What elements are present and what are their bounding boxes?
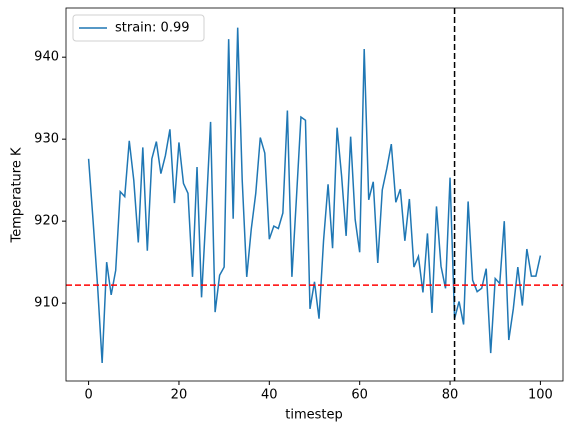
data-line: [87, 27, 542, 364]
plot-frame: [65, 7, 564, 382]
x-tick-label: 100: [528, 388, 553, 403]
y-tick-label: 930: [34, 132, 59, 147]
x-tick-label: 60: [351, 388, 368, 403]
y-tick-label: 940: [34, 50, 59, 65]
legend-box: [72, 14, 205, 42]
y-tick-label: 910: [34, 296, 59, 311]
y-axis-label: Temperature K: [10, 147, 25, 243]
x-axis-label: timestep: [285, 408, 343, 423]
y-tick-label: 920: [34, 214, 59, 229]
x-tick-label: 20: [171, 388, 188, 403]
legend-label: strain: 0.99: [115, 21, 190, 36]
x-tick-label: 0: [84, 388, 92, 403]
x-tick-label: 80: [442, 388, 459, 403]
x-tick-label: 40: [261, 388, 278, 403]
